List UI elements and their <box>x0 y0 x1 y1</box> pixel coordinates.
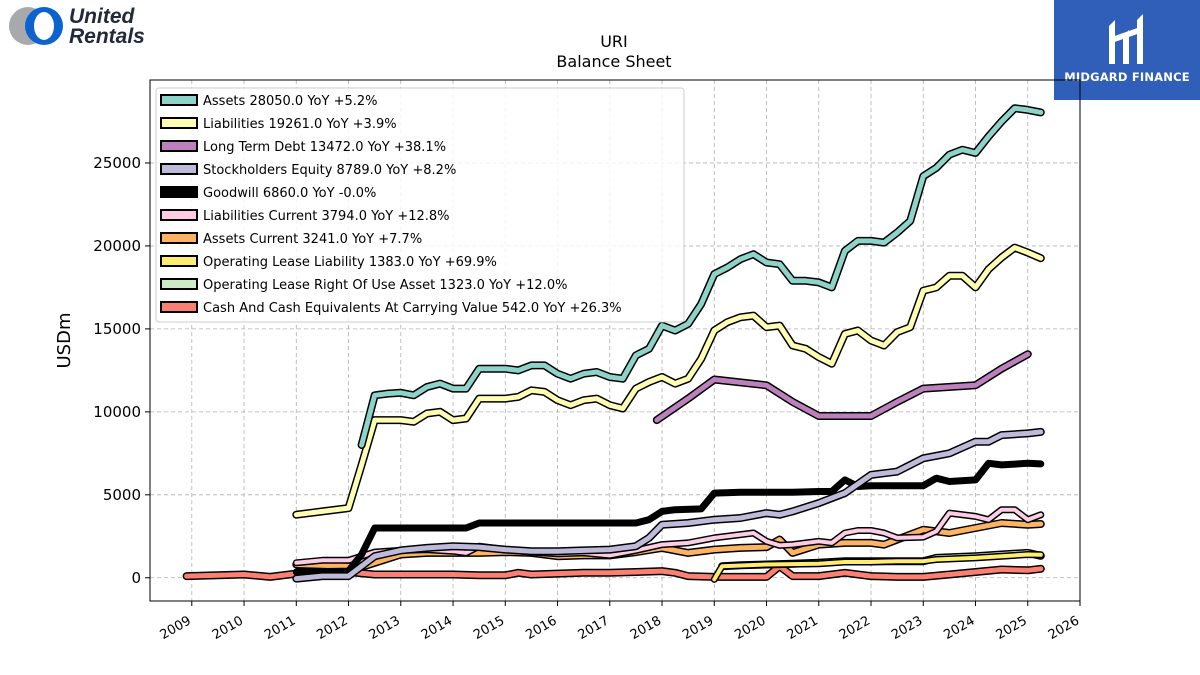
legend-label: Goodwill 6860.0 YoY -0.0% <box>203 186 376 201</box>
x-tick-label: 2025 <box>994 613 1030 643</box>
legend-swatch <box>160 255 198 267</box>
chart-subtitle: Balance Sheet <box>556 52 671 71</box>
legend-label: Cash And Cash Equivalents At Carrying Va… <box>203 301 622 316</box>
legend-swatch <box>160 186 198 198</box>
legend-swatch <box>160 163 198 175</box>
x-tick-label: 2014 <box>419 613 455 643</box>
midgard-mark-icon <box>1109 14 1143 64</box>
legend-entry: Stockholders Equity 8789.0 YoY +8.2% <box>160 163 456 178</box>
x-tick-label: 2026 <box>1046 613 1082 643</box>
y-axis-ticks: 0 5000 10000 15000 20000 25000 <box>93 154 150 587</box>
series-line-operating-lease-liability <box>712 552 1043 582</box>
x-tick-label: 2019 <box>680 613 716 643</box>
legend-label: Liabilities 19261.0 YoY +3.9% <box>203 117 397 132</box>
series-lines <box>182 104 1045 583</box>
legend-entry: Operating Lease Liability 1383.0 YoY +69… <box>160 255 497 270</box>
legend: Assets 28050.0 YoY +5.2% Liabilities 1926… <box>155 87 685 323</box>
x-tick-label: 2011 <box>262 613 298 643</box>
united-rentals-mark-icon <box>9 7 63 45</box>
legend-label: Long Term Debt 13472.0 YoY +38.1% <box>203 140 446 155</box>
legend-entry: Goodwill 6860.0 YoY -0.0% <box>160 186 376 201</box>
x-tick-label: 2023 <box>889 613 925 643</box>
logo-word-united: United <box>69 5 135 28</box>
y-tick-label: 20000 <box>93 237 141 255</box>
series-line-assets-current <box>293 520 1044 570</box>
y-axis-label: USDm <box>54 313 75 369</box>
legend-label: Assets 28050.0 YoY +5.2% <box>203 94 378 109</box>
series-line-long-term-debt <box>654 351 1031 423</box>
series-line-goodwill <box>292 459 1045 576</box>
midgard-finance-logo: MIDGARD FINANCE <box>1054 0 1200 100</box>
legend-label: Stockholders Equity 8789.0 YoY +8.2% <box>203 163 456 178</box>
legend-swatch <box>160 140 198 152</box>
legend-swatch <box>160 117 198 129</box>
x-tick-label: 2022 <box>837 613 873 643</box>
legend-label: Liabilities Current 3794.0 YoY +12.8% <box>203 209 450 224</box>
legend-entry: Long Term Debt 13472.0 YoY +38.1% <box>160 140 446 155</box>
x-tick-label: 2017 <box>576 613 612 643</box>
x-tick-label: 2016 <box>523 613 559 643</box>
legend-entry: Liabilities Current 3794.0 YoY +12.8% <box>160 209 450 224</box>
legend-entry: Cash And Cash Equivalents At Carrying Va… <box>160 301 622 316</box>
legend-entry: Operating Lease Right Of Use Asset 1323.… <box>160 278 567 293</box>
x-tick-label: 2024 <box>941 613 977 643</box>
legend-swatch <box>160 94 198 106</box>
y-tick-label: 5000 <box>103 486 141 504</box>
legend-box <box>155 87 685 323</box>
x-tick-label: 2021 <box>785 613 821 643</box>
x-tick-label: 2010 <box>210 613 246 643</box>
united-rentals-logo: United Rentals <box>6 4 166 48</box>
legend-swatch <box>160 278 198 290</box>
legend-entry: Assets Current 3241.0 YoY +7.7% <box>160 232 422 247</box>
x-tick-label: 2018 <box>628 613 664 643</box>
x-axis-ticks: 2009 2010 2011 2012 2013 2014 2015 2016 2017 2018… <box>158 601 1082 643</box>
legend-label: Operating Lease Right Of Use Asset 1323.… <box>203 278 567 293</box>
series-line-liabilities <box>293 245 1044 518</box>
legend-label: Operating Lease Liability 1383.0 YoY +69… <box>203 255 497 270</box>
x-tick-label: 2012 <box>314 613 350 643</box>
series-line-stockholders-equity <box>293 429 1044 582</box>
x-tick-label: 2009 <box>158 613 194 643</box>
series-line-assets <box>359 105 1044 448</box>
legend-label: Assets Current 3241.0 YoY +7.7% <box>203 232 422 247</box>
y-tick-label: 10000 <box>93 403 141 421</box>
legend-entry: Assets 28050.0 YoY +5.2% <box>160 94 378 109</box>
x-tick-label: 2020 <box>732 613 768 643</box>
logo-word-rentals: Rentals <box>69 25 145 48</box>
plot-frame <box>149 79 1081 602</box>
legend-swatch <box>160 301 198 313</box>
midgard-finance-text: MIDGARD FINANCE <box>1064 70 1190 84</box>
legend-entry: Liabilities 19261.0 YoY +3.9% <box>160 117 397 132</box>
y-tick-label: 25000 <box>93 154 141 172</box>
chart-title: URI <box>600 32 628 51</box>
legend-swatch <box>160 232 198 244</box>
x-tick-label: 2013 <box>367 613 403 643</box>
x-tick-label: 2015 <box>471 613 507 643</box>
y-tick-label: 0 <box>131 569 141 587</box>
series-line-liabilities-current <box>294 507 1043 565</box>
legend-swatch <box>160 209 198 221</box>
y-tick-label: 15000 <box>93 320 141 338</box>
